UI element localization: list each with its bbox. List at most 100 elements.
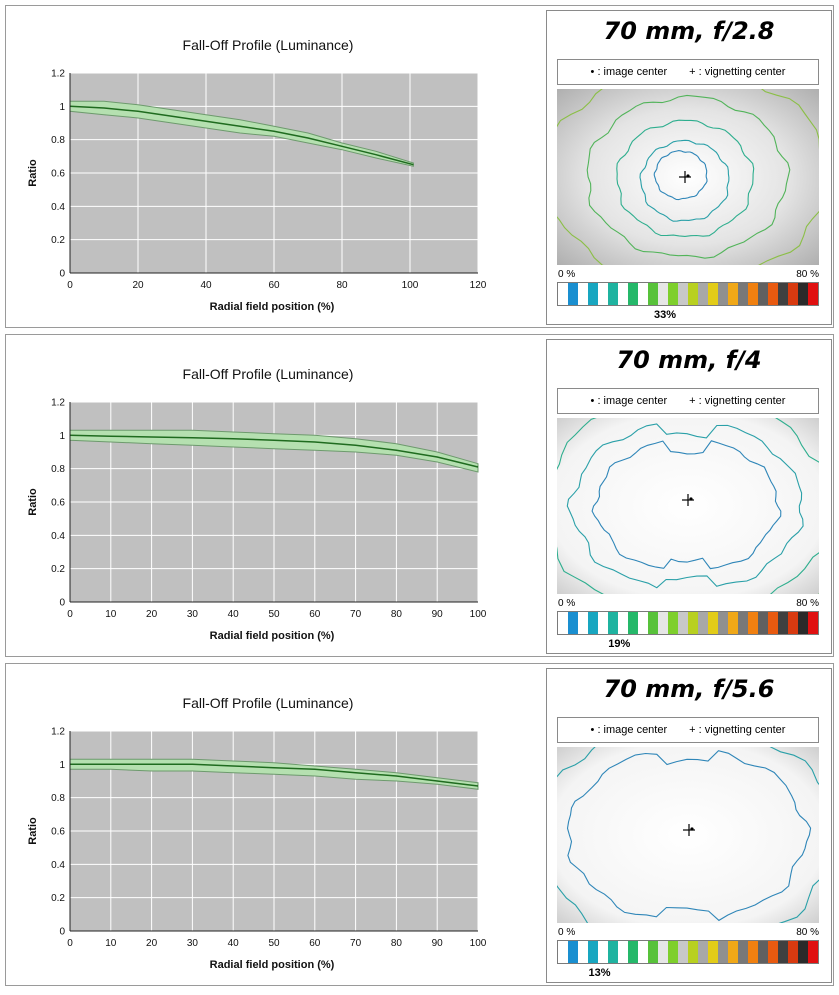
colorbar-segment — [748, 612, 759, 634]
colorbar-segment — [668, 612, 679, 634]
colorbar-segment — [588, 941, 599, 963]
colorbar-segment — [628, 283, 639, 305]
colorbar-segment — [798, 283, 809, 305]
colorbar-segment — [558, 941, 569, 963]
colorbar-segment — [798, 612, 809, 634]
colorbar-segment — [738, 941, 749, 963]
x-tick-label: 30 — [187, 938, 199, 949]
mean-falloff-line — [69, 105, 414, 166]
color-scale-bar — [557, 611, 819, 635]
colorbar-segment — [718, 283, 729, 305]
y-tick-label: 1 — [59, 102, 65, 113]
colorbar-segment — [608, 612, 619, 634]
contour-line — [566, 750, 812, 922]
contour-line — [591, 440, 782, 570]
colorbar-segment — [808, 941, 818, 963]
colorbar-segment — [708, 612, 719, 634]
chart-title: Fall-Off Profile (Luminance) — [183, 37, 354, 53]
vignetting-map-graphic — [557, 89, 819, 265]
colorbar-segment — [698, 612, 709, 634]
contour-line — [639, 139, 730, 222]
colorbar-segment — [568, 941, 579, 963]
colorbar-segment — [798, 941, 809, 963]
vignetting-center-legend: + : vignetting center — [689, 395, 786, 407]
vignetting-panel: 70 mm, f/5.6 • : image center + : vignet… — [546, 668, 832, 983]
colorbar-segment — [758, 941, 769, 963]
contour-line — [586, 94, 791, 259]
vignetting-map-background — [557, 747, 819, 923]
colorbar-segment — [718, 612, 729, 634]
x-tick-label: 70 — [350, 938, 362, 949]
colorbar-segment — [598, 612, 609, 634]
colorbar-segment — [698, 283, 709, 305]
lens-title: 70 mm, f/5.6 — [603, 675, 775, 703]
y-tick-label: 0.4 — [51, 531, 65, 542]
colorbar-segment — [728, 283, 739, 305]
colorbar-segment — [698, 941, 709, 963]
color-scale-bar — [557, 282, 819, 306]
spread-band — [69, 429, 479, 473]
y-axis-label: Ratio — [27, 488, 39, 516]
vignetting-map-graphic — [557, 418, 819, 594]
colorbar-segment — [708, 941, 719, 963]
colorbar-segment — [738, 612, 749, 634]
lens-title: 70 mm, f/4 — [616, 346, 762, 374]
y-tick-label: 0 — [59, 927, 65, 938]
colorbar-segment — [568, 612, 579, 634]
x-tick-label: 90 — [432, 938, 444, 949]
image-center-marker — [686, 174, 690, 178]
panel-row-1: Fall-Off Profile (Luminance) 0 20 40 60 80 100… — [5, 5, 834, 328]
vignetting-panel: 70 mm, f/4 • : image center + : vignetti… — [546, 339, 832, 654]
colorbar-segment — [598, 283, 609, 305]
x-tick-label: 10 — [105, 938, 117, 949]
colorbar-segment — [628, 612, 639, 634]
colorbar-segment — [628, 941, 639, 963]
mean-falloff-line — [69, 434, 479, 468]
colorbar-segment — [678, 612, 689, 634]
y-tick-label: 0.2 — [51, 564, 65, 575]
y-axis-label: Ratio — [27, 817, 39, 845]
x-tick-label: 30 — [187, 609, 199, 620]
colorbar-segment — [788, 283, 799, 305]
vignetting-map — [557, 747, 819, 923]
x-tick-label: 80 — [336, 280, 348, 291]
x-tick-label: 10 — [105, 609, 117, 620]
x-axis-label: Radial field position (%) — [210, 301, 335, 313]
x-tick-label: 20 — [146, 609, 158, 620]
y-tick-label: 0.4 — [51, 202, 65, 213]
y-tick-label: 0.6 — [51, 827, 65, 838]
colorbar-segment — [728, 612, 739, 634]
x-tick-label: 60 — [309, 609, 321, 620]
scale-min-label: 0 % — [558, 598, 576, 609]
colorbar-segment — [688, 612, 699, 634]
colorbar-segment — [618, 941, 629, 963]
x-tick-label: 80 — [391, 938, 403, 949]
falloff-chart: Fall-Off Profile (Luminance)0 10 20 30 40 50 6… — [27, 366, 487, 642]
colorbar-segment — [618, 283, 629, 305]
colorbar-segment — [658, 941, 669, 963]
color-scale-bar — [557, 940, 819, 964]
vignetting-map-graphic — [557, 747, 819, 923]
vignetting-map — [557, 418, 819, 594]
x-tick-label: 120 — [470, 280, 487, 291]
colorbar-segment — [658, 612, 669, 634]
spread-band — [69, 758, 479, 790]
x-tick-label: 100 — [470, 938, 487, 949]
vignetting-percent-label: 33% — [654, 309, 677, 321]
x-tick-label: 0 — [67, 280, 73, 291]
colorbar-segment — [678, 283, 689, 305]
colorbar-segment — [788, 612, 799, 634]
x-tick-label: 20 — [146, 938, 158, 949]
y-tick-label: 0.2 — [51, 893, 65, 904]
colorbar-segment — [748, 283, 759, 305]
vignetting-center-legend: + : vignetting center — [689, 724, 786, 736]
colorbar-segment — [558, 612, 569, 634]
image-center-legend: • : image center — [590, 395, 668, 407]
x-tick-label: 40 — [228, 938, 240, 949]
x-tick-label: 20 — [132, 280, 144, 291]
contour-line — [616, 119, 755, 237]
y-tick-label: 1 — [59, 760, 65, 771]
y-tick-label: 0 — [59, 269, 65, 280]
colorbar-segment — [678, 941, 689, 963]
contour-line — [653, 150, 708, 201]
